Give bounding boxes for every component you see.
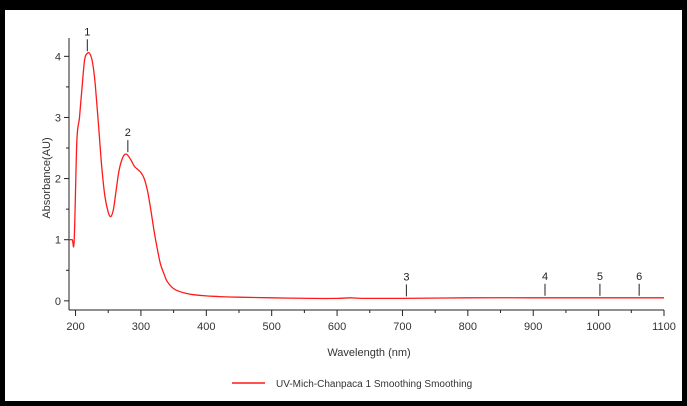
peak-label: 6 [636,271,642,283]
x-tick-label: 600 [328,321,346,333]
x-tick-label: 300 [132,321,150,333]
x-tick-label: 1000 [586,321,610,333]
y-tick-label: 0 [55,296,61,308]
legend-label: UV-Mich-Chanpaca 1 Smoothing Smoothing [276,379,472,390]
peak-label: 4 [542,271,548,283]
axes: 0 1 2 3 4 200 300 400 500 600 700 800 900 1000 1100 [55,38,676,333]
x-tick-label: 900 [524,321,542,333]
y-tick-label: 2 [55,174,61,186]
peak-label: 5 [597,271,603,283]
y-tick-label: 3 [55,112,61,124]
plot-area [69,52,664,300]
peak-label: 1 [84,26,90,38]
y-tick-label: 1 [55,235,61,247]
x-tick-label: 1100 [652,321,676,333]
series-line [69,52,664,300]
x-tick-label: 700 [393,321,411,333]
y-axis-label: Absorbance(AU) [41,137,53,218]
x-axis-label: Wavelength (nm) [327,347,410,359]
x-tick-label: 200 [66,321,84,333]
x-tick-label: 400 [197,321,215,333]
y-tick-label: 4 [55,51,61,63]
x-tick-label: 500 [263,321,281,333]
peak-label: 3 [403,271,409,283]
peak-markers: 1 2 3 4 5 6 [84,26,642,297]
legend: UV-Mich-Chanpaca 1 Smoothing Smoothing [232,379,472,390]
peak-label: 2 [125,127,131,139]
x-tick-label: 800 [459,321,477,333]
